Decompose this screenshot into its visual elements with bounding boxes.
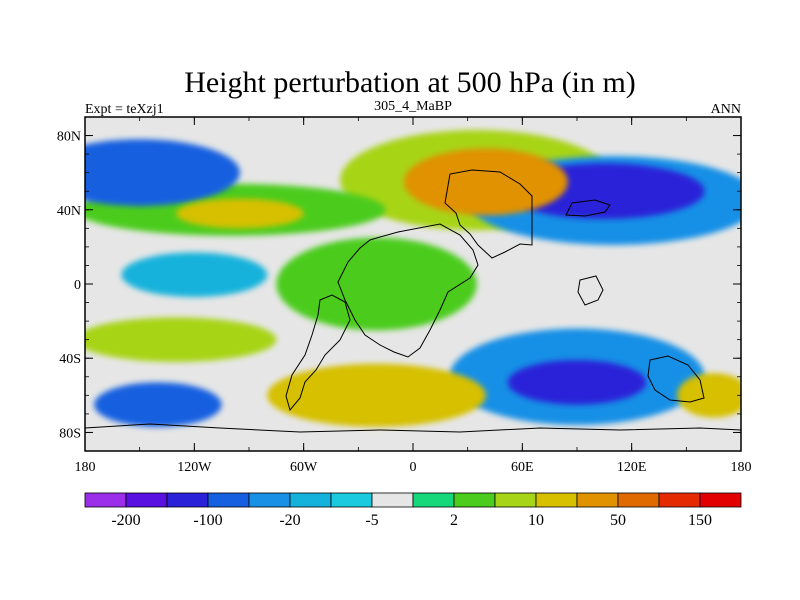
experiment-label: Expt = teXzj1 <box>85 102 164 117</box>
field-sh-pos-east <box>677 373 741 418</box>
colorbar-swatch <box>535 492 578 508</box>
x-tick-label: 0 <box>410 460 417 475</box>
colorbar-swatch <box>494 492 537 508</box>
colorbar-swatch <box>371 492 414 508</box>
colorbar-label: 150 <box>688 512 712 529</box>
field-trop-pos <box>276 237 477 331</box>
x-tick-label: 180 <box>731 460 752 475</box>
colorbar-swatch <box>453 492 496 508</box>
colorbar-swatch <box>699 492 742 508</box>
chart-title: Height perturbation at 500 hPa (in m) <box>184 66 636 99</box>
field-trop-pac-neg <box>121 252 268 297</box>
colorbar: -200 -100 -20 -5 2 10 50 150 <box>84 492 742 529</box>
y-tick-label: 0 <box>74 278 81 293</box>
colorbar-swatch <box>617 492 660 508</box>
x-tick-label: 180 <box>75 460 96 475</box>
y-tick-label: 80N <box>57 130 81 145</box>
x-tick-label: 120E <box>617 460 647 475</box>
y-tick-label: 80S <box>59 426 81 441</box>
colorbar-swatch <box>166 492 209 508</box>
colorbar-label: 2 <box>450 512 458 529</box>
colorbar-swatch <box>576 492 619 508</box>
y-tick-label: 40S <box>59 352 81 367</box>
colorbar-swatch <box>248 492 291 508</box>
colorbar-swatch <box>125 492 168 508</box>
field-na-pos <box>176 198 304 229</box>
colorbar-label: -100 <box>193 512 222 529</box>
y-axis: 80N 40N 0 40S 80S <box>57 116 741 452</box>
colorbar-label: -200 <box>111 512 140 529</box>
field-pac-neg <box>85 139 240 207</box>
colorbar-swatch <box>330 492 373 508</box>
x-tick-label: 120W <box>177 460 212 475</box>
colorbar-label: -5 <box>365 512 378 529</box>
field-sh-neg-center <box>507 360 647 405</box>
plot-area <box>84 117 742 451</box>
continent-outlines <box>84 169 742 433</box>
colorbar-swatch <box>658 492 701 508</box>
season-label: ANN <box>711 102 741 117</box>
colorbar-swatch <box>84 492 127 508</box>
x-tick-label: 60W <box>290 460 318 475</box>
field-sh-pos-atl <box>267 363 486 427</box>
y-tick-label: 40N <box>57 204 81 219</box>
x-tick-label: 60E <box>511 460 534 475</box>
field-sh-pos-pac <box>85 317 277 362</box>
colorbar-label: 50 <box>610 512 626 529</box>
colorbar-swatch <box>207 492 250 508</box>
field-layer <box>85 129 741 427</box>
colorbar-swatch <box>412 492 455 508</box>
field-sh-neg-pac <box>94 382 222 427</box>
field-nh-pos-center <box>403 148 568 216</box>
colorbar-swatch <box>289 492 332 508</box>
x-axis: 180 120W 60W 0 60E 120E 180 <box>75 117 752 475</box>
colorbar-label: -20 <box>279 512 300 529</box>
colorbar-label: 10 <box>528 512 544 529</box>
center-label: 305_4_MaBP <box>374 99 452 114</box>
